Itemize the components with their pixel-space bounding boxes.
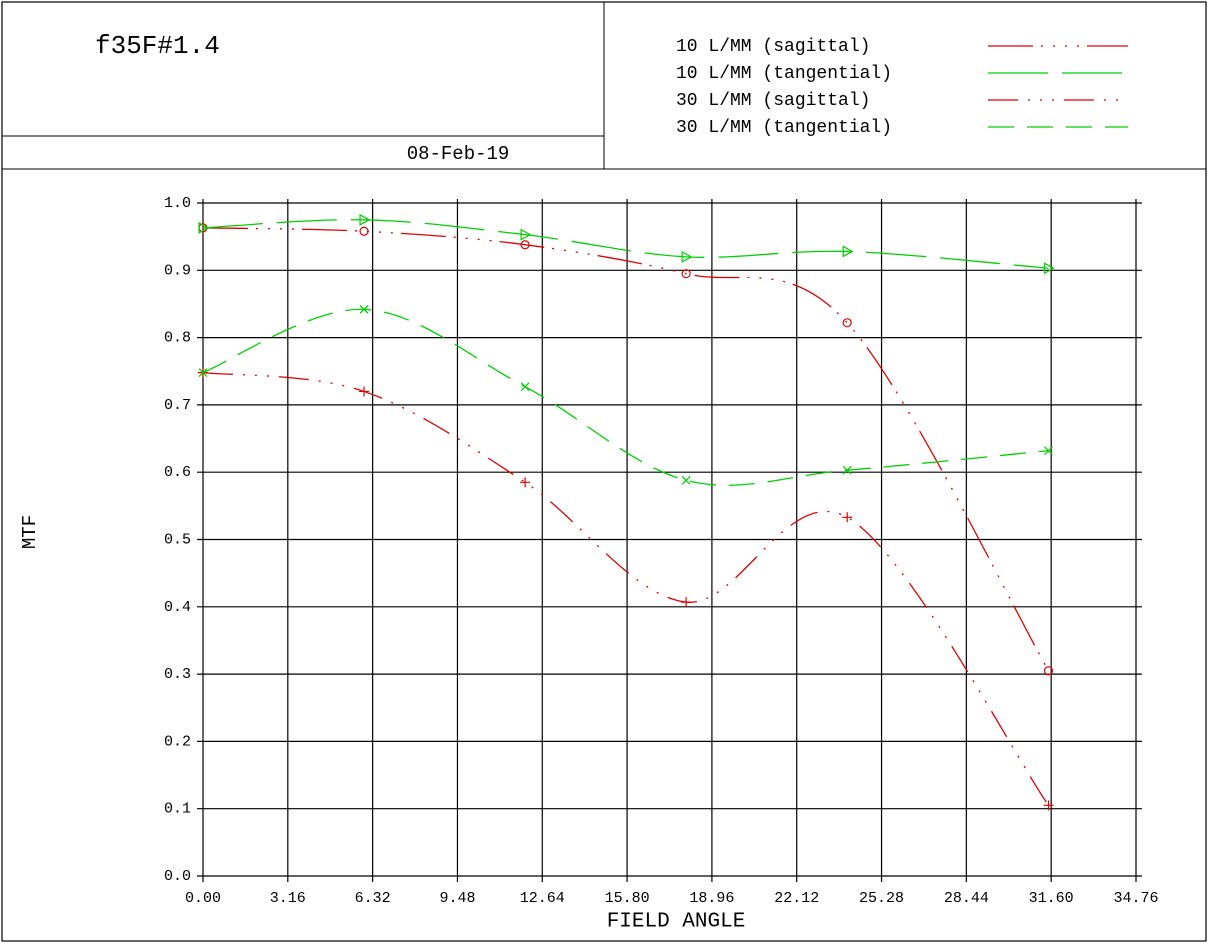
- series-line: [202, 371, 1050, 806]
- y-tick-label: 1.0: [164, 195, 191, 212]
- marker: [842, 318, 852, 328]
- marker: [842, 512, 853, 523]
- x-tick-label: 28.44: [944, 890, 989, 907]
- marker: [359, 213, 371, 226]
- legend-label: 10 L/MM (sagittal): [676, 37, 870, 57]
- marker: [359, 304, 369, 314]
- marker: [842, 245, 854, 258]
- marker: [681, 475, 691, 485]
- marker: [1044, 446, 1053, 456]
- marker: [520, 477, 531, 488]
- legend-label: 10 L/MM (tangential): [676, 64, 892, 84]
- x-tick-label: 18.96: [689, 890, 734, 907]
- marker: [681, 250, 693, 263]
- x-axis-label: FIELD ANGLE: [607, 911, 746, 934]
- marker: [520, 382, 530, 392]
- y-tick-label: 0.2: [164, 733, 191, 750]
- x-tick-label: 9.48: [439, 890, 475, 907]
- y-tick-label: 0.6: [164, 464, 191, 481]
- marker: [359, 226, 369, 236]
- marker: [1043, 262, 1055, 275]
- x-tick-label: 34.76: [1113, 890, 1158, 907]
- x-tick-label: 0.00: [185, 890, 221, 907]
- y-tick-label: 0.1: [164, 801, 191, 818]
- y-tick-label: 0.3: [164, 666, 191, 683]
- x-tick-label: 3.16: [270, 890, 306, 907]
- marker: [842, 465, 852, 475]
- y-tick-label: 0.5: [164, 531, 191, 548]
- y-tick-label: 0.8: [164, 330, 191, 347]
- x-tick-label: 6.32: [355, 890, 391, 907]
- x-tick-label: 31.60: [1029, 890, 1074, 907]
- marker: [681, 269, 691, 279]
- marker: [198, 221, 210, 234]
- chart-title: f35F#1.4: [95, 31, 220, 61]
- x-tick-label: 25.28: [859, 890, 904, 907]
- series-line: [202, 308, 1049, 486]
- marker: [359, 386, 370, 397]
- date: 08-Feb-19: [407, 143, 510, 165]
- marker: [520, 240, 530, 250]
- legend-label: 30 L/MM (tangential): [676, 118, 892, 138]
- marker: [1043, 800, 1054, 811]
- y-tick-label: 0.4: [164, 599, 191, 616]
- y-tick-label: 0.7: [164, 397, 191, 414]
- marker: [520, 228, 532, 241]
- marker: [198, 368, 208, 378]
- series-line: [202, 227, 1050, 672]
- marker: [1043, 666, 1054, 676]
- x-tick-label: 12.64: [520, 890, 565, 907]
- y-axis-label: MTF: [19, 515, 41, 549]
- x-tick-label: 15.80: [605, 890, 650, 907]
- marker: [681, 597, 692, 608]
- x-tick-label: 22.12: [774, 890, 819, 907]
- legend-label: 30 L/MM (sagittal): [676, 91, 870, 111]
- series-line: [202, 219, 1049, 269]
- y-tick-label: 0.9: [164, 262, 191, 279]
- y-tick-label: 0.0: [164, 868, 191, 885]
